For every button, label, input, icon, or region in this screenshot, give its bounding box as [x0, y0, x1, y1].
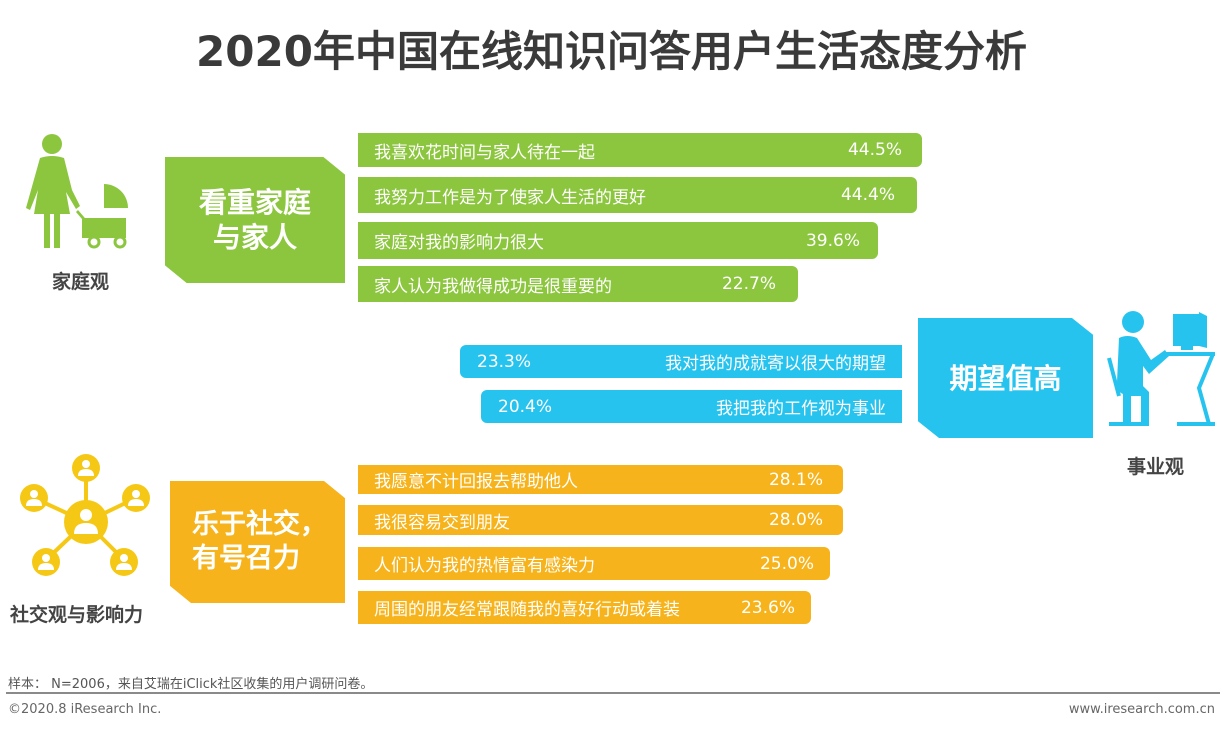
bar-value: 39.6% [805, 230, 860, 251]
family-bar-3: 家庭对我的影响力很大 39.6% [358, 222, 878, 259]
bar-value: 23.3% [477, 351, 532, 372]
career-badge-text: 期望值高 [949, 361, 1062, 395]
social-bar-2: 我很容易交到朋友 28.0% [358, 505, 843, 535]
bar-value: 20.4% [498, 396, 553, 417]
mother-with-stroller-icon [22, 132, 137, 250]
footer-divider [6, 692, 1220, 694]
bar-value: 44.4% [840, 185, 895, 205]
social-badge: 乐于社交， 有号召力 [170, 481, 345, 603]
bar-value: 44.5% [847, 140, 902, 160]
bar-value: 23.6% [740, 597, 795, 618]
bar-label: 我对我的成就寄以很大的期望 [665, 354, 886, 374]
family-bar-4: 家人认为我做得成功是很重要的 22.7% [358, 266, 798, 302]
family-bar-1: 我喜欢花时间与家人待在一起 44.5% [358, 133, 922, 167]
bar-value: 22.7% [721, 274, 776, 294]
bar-label: 人们认为我的热情富有感染力 [374, 556, 595, 576]
social-badge-line1: 乐于社交， [192, 509, 327, 541]
page-title: 2020年中国在线知识问答用户生活态度分析 [196, 27, 1027, 76]
social-badge-line2: 有号召力 [192, 543, 300, 574]
social-bar-1: 我愿意不计回报去帮助他人 28.1% [358, 465, 843, 494]
bar-label: 我愿意不计回报去帮助他人 [374, 472, 578, 492]
social-network-people-icon [18, 452, 154, 582]
career-caption: 事业观 [1127, 456, 1185, 478]
person-at-computer-desk-icon [1103, 308, 1218, 428]
family-badge-line1: 看重家庭 [198, 186, 311, 219]
website-link[interactable]: www.iresearch.com.cn [1068, 702, 1215, 717]
career-bar-1: 23.3% 我对我的成就寄以很大的期望 [460, 345, 902, 378]
social-bar-3: 人们认为我的热情富有感染力 25.0% [358, 547, 830, 580]
bar-label: 家人认为我做得成功是很重要的 [374, 276, 612, 297]
family-badge: 看重家庭 与家人 [165, 157, 345, 283]
career-badge: 期望值高 [918, 318, 1093, 438]
copyright: ©2020.8 iResearch Inc. [8, 702, 162, 717]
bar-value: 25.0% [759, 553, 814, 574]
bar-label: 我喜欢花时间与家人待在一起 [374, 142, 595, 163]
bar-label: 我把我的工作视为事业 [716, 399, 886, 419]
career-bar-2: 20.4% 我把我的工作视为事业 [481, 390, 902, 423]
social-bar-4: 周围的朋友经常跟随我的喜好行动或着装 23.6% [358, 591, 811, 624]
social-caption: 社交观与影响力 [10, 604, 144, 626]
family-badge-line2: 与家人 [212, 221, 297, 254]
bar-label: 我努力工作是为了使家人生活的更好 [374, 187, 646, 208]
sample-note: 样本： N=2006，来自艾瑞在iClick社区收集的用户调研问卷。 [8, 677, 374, 692]
bar-label: 周围的朋友经常跟随我的喜好行动或着装 [374, 600, 680, 620]
bar-label: 家庭对我的影响力很大 [374, 233, 544, 253]
family-caption: 家庭观 [52, 271, 110, 293]
bar-label: 我很容易交到朋友 [374, 512, 510, 533]
bar-value: 28.1% [768, 469, 823, 490]
bar-value: 28.0% [768, 510, 823, 530]
family-bar-2: 我努力工作是为了使家人生活的更好 44.4% [358, 177, 917, 213]
